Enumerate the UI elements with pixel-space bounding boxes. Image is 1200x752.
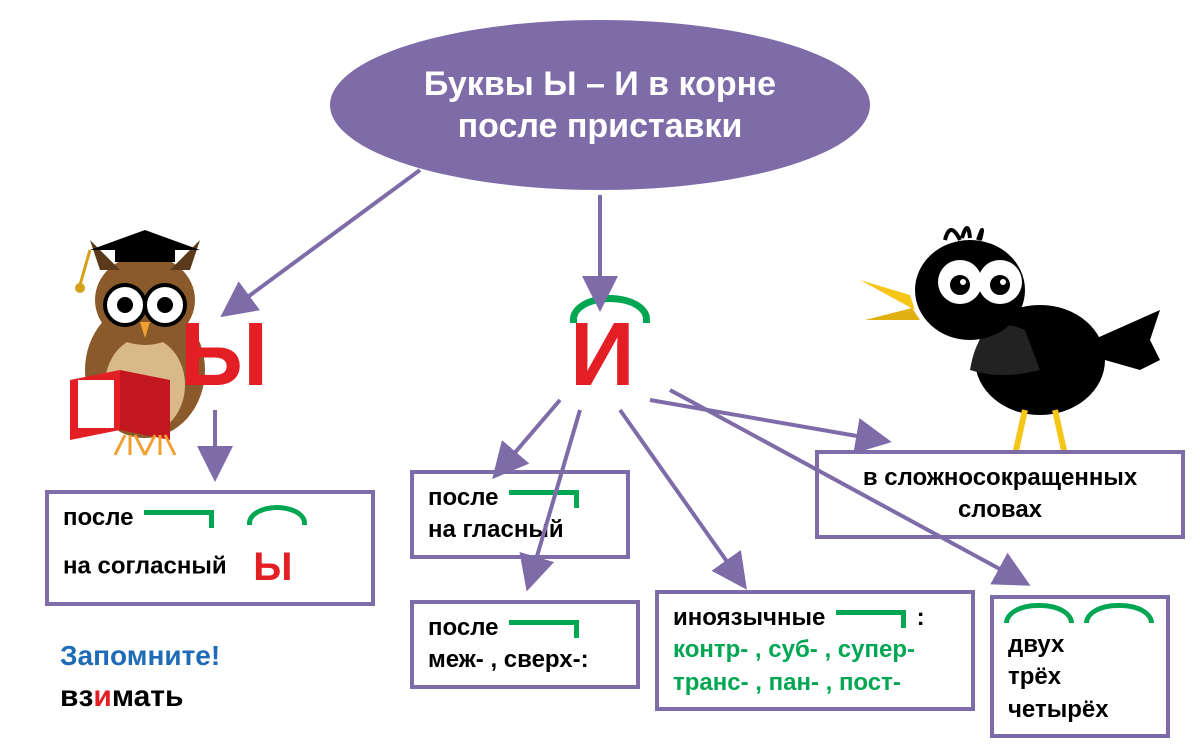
rule-foreign-l3: транс- , пан- , пост-	[673, 667, 957, 699]
rule-numerals-l2: трёх	[1008, 661, 1152, 693]
big-letter-y: Ы	[180, 310, 268, 400]
title-line1: Буквы Ы – И в корне	[424, 63, 776, 106]
rule-foreign: иноязычные : контр- , суб- , супер- тран…	[655, 590, 975, 711]
root-arc-num1	[1004, 603, 1074, 623]
rule-mezh-l1: после	[428, 614, 498, 641]
rule-consonant-main: на согласный	[63, 553, 227, 580]
rule-consonant-letter: Ы	[253, 545, 292, 589]
rule-numerals-l3: четырёх	[1008, 694, 1152, 726]
rule-compound: в сложносокращенных словах	[815, 450, 1185, 539]
rule-vowel: после на гласный	[410, 470, 630, 559]
crow-character	[850, 210, 1170, 470]
rule-mezh: после меж- , сверх-:	[410, 600, 640, 689]
rule-numerals: двух трёх четырёх	[990, 595, 1170, 738]
rule-compound-l1: в сложносокращенных	[833, 462, 1167, 494]
remember-word-highlight: и	[93, 680, 111, 713]
title-oval: Буквы Ы – И в корне после приставки	[330, 20, 870, 190]
prefix-shape-icon	[509, 620, 579, 638]
rule-foreign-l1: иноязычные	[673, 604, 825, 631]
remember-label: Запомните!	[60, 640, 220, 672]
big-letter-i: И	[570, 310, 635, 400]
root-arc-small	[247, 505, 307, 525]
prefix-shape-icon	[144, 510, 214, 528]
rule-foreign-l2: контр- , суб- , супер-	[673, 634, 957, 666]
root-arc-num2	[1084, 603, 1154, 623]
remember-word: взимать	[60, 680, 183, 714]
rule-vowel-l1: после	[428, 484, 498, 511]
prefix-shape-icon	[836, 610, 906, 628]
rule-consonant-prefix-text: после	[63, 504, 133, 531]
rule-mezh-l2: меж- , сверх-:	[428, 644, 622, 676]
rule-compound-l2: словах	[833, 494, 1167, 526]
remember-word-end: мать	[112, 680, 184, 713]
prefix-shape-icon	[509, 490, 579, 508]
remember-word-start: вз	[60, 680, 93, 713]
title-line2: после приставки	[424, 105, 776, 148]
rule-vowel-l2: на гласный	[428, 514, 612, 546]
rule-consonant: после на согласный Ы	[45, 490, 375, 606]
rule-numerals-l1: двух	[1008, 629, 1152, 661]
